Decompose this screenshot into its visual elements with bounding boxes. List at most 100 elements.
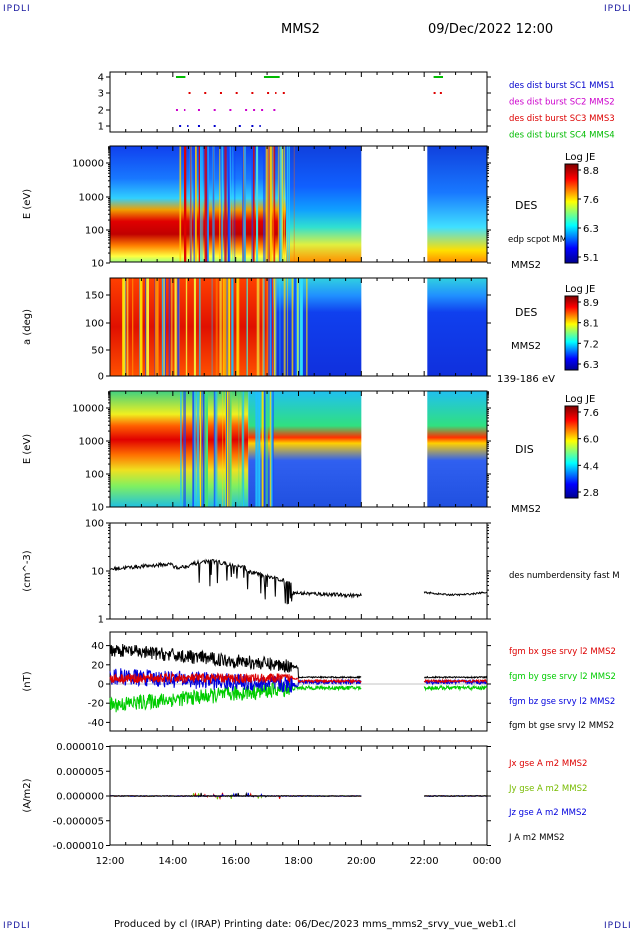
spectrogram-stripe (146, 278, 149, 376)
spectrogram-stripe (241, 391, 243, 507)
spectrogram-stripe (196, 391, 200, 507)
colorbar-tick-label: 8.8 (583, 166, 599, 177)
spectrogram-stripe (266, 278, 269, 376)
spectrogram-stripe (202, 146, 204, 262)
spectrogram-stripe (179, 146, 182, 262)
spectrogram-stripe (269, 278, 272, 376)
spectrogram-stripe (265, 146, 268, 262)
spectrogram-stripe (232, 146, 234, 262)
y-tick-label: 3 (98, 89, 104, 100)
bfield-legend-entry: fgm bx gse srvy l2 MMS2 (509, 647, 616, 657)
spacecraft-label: MMS2 (511, 341, 541, 352)
spectrogram-stripe (227, 146, 230, 262)
spectrogram-stripe (161, 278, 164, 376)
spectrogram-stripe (154, 278, 156, 376)
spectrogram-stripe (226, 278, 228, 376)
y-tick-label: 40 (91, 641, 104, 652)
burst-legend-entry: des dist burst SC3 MMS3 (509, 114, 615, 124)
plot-date: 09/Dec/2022 12:00 (428, 22, 554, 37)
spectrogram-stripe (286, 146, 289, 262)
y-tick-label: 1000 (79, 437, 104, 448)
species-label: DES (515, 199, 537, 212)
density-line (423, 591, 488, 597)
spectrogram-stripe (283, 146, 285, 262)
des-energy-early (110, 146, 286, 262)
spectrogram-stripe (224, 278, 226, 376)
spectrogram-stripe (178, 278, 180, 376)
y-tick-label: 10000 (72, 404, 104, 415)
spectrogram-stripe (204, 391, 207, 507)
spectrogram-stripe (226, 391, 227, 507)
spectrogram-stripe (263, 278, 265, 376)
spectrogram-stripe (268, 146, 270, 262)
colorbar (564, 405, 579, 499)
des-energy-postgap (427, 146, 487, 262)
bx-line (423, 678, 488, 685)
bfield-legend-entry: fgm by gse srvy l2 MMS2 (509, 672, 616, 682)
energy-range-label: 139-186 eV (497, 374, 555, 385)
pa-postgap (427, 278, 487, 376)
by-line (109, 682, 362, 713)
spectrogram-stripe (193, 391, 196, 507)
spectrogram-stripe (171, 278, 173, 376)
current-legend-entry: Jx gse A m2 MMS2 (508, 759, 587, 769)
colorbar-title: Log JE (565, 152, 595, 163)
spectrogram-stripe (126, 278, 129, 376)
spectrogram-stripe (279, 278, 281, 376)
x-tick-label: 12:00 (96, 856, 125, 867)
corner-label: IPDLI (604, 4, 630, 14)
current-legend-entry: Jy gse A m2 MMS2 (508, 784, 587, 794)
spectrogram-stripe (255, 391, 258, 507)
bx-line (109, 671, 362, 685)
spectrogram-stripe (291, 278, 294, 376)
colorbar-tick-label: 7.2 (583, 339, 599, 350)
spectrogram-stripe (253, 146, 255, 262)
colorbar-title: Log JE (565, 394, 595, 405)
spectrogram-stripe (212, 146, 215, 262)
spectrogram-stripe (253, 146, 254, 262)
y-tick-label: 100 (85, 226, 104, 237)
panel-burst-frame (109, 71, 488, 133)
spectrogram-stripe (306, 278, 308, 376)
spectrogram-stripe (229, 391, 232, 507)
y-tick-label: 0.000010 (56, 742, 104, 753)
spectrogram-stripe (219, 146, 221, 262)
spectrogram-stripe (164, 278, 166, 376)
y-tick-label: 100 (85, 470, 104, 481)
footer-credits: Produced by cl (IRAP) Printing date: 06/… (114, 919, 516, 930)
spectrogram-stripe (269, 391, 272, 507)
spectrogram-stripe (124, 278, 126, 376)
x-tick-label: 22:00 (410, 856, 439, 867)
spectrogram-stripe (163, 278, 166, 376)
pa-early (110, 278, 274, 376)
bfield-legend-entry: fgm bt gse srvy l2 MMS2 (509, 721, 614, 731)
y-tick-label: 50 (91, 346, 104, 357)
spectrogram-stripe (293, 146, 295, 262)
spectrogram-stripe (241, 391, 245, 507)
panel-density-frame (109, 522, 488, 620)
spectrogram-stripe (262, 278, 265, 376)
spectrogram-stripe (236, 278, 240, 376)
spectrogram-stripe (185, 278, 188, 376)
y-tick-label: 10000 (72, 159, 104, 170)
spectrogram-stripe (294, 278, 296, 376)
spectrogram-stripe (283, 278, 286, 376)
burst-legend-entry: des dist burst SC2 MMS2 (509, 98, 615, 108)
spectrogram-stripe (273, 146, 276, 262)
spectrogram-stripe (177, 278, 180, 376)
corner-label: IPDLI (3, 4, 31, 14)
spectrogram-stripe (204, 146, 208, 262)
y-tick-label: 150 (85, 291, 104, 302)
y-axis-label: (nT) (22, 671, 33, 691)
spectrogram-stripe (156, 278, 159, 376)
burst-legend-entry: des dist burst SC1 MMS1 (509, 81, 615, 91)
y-tick-label: 0 (98, 372, 104, 383)
y-tick-label: 0.000000 (56, 792, 104, 803)
y-axis-label: (cm^-3) (22, 550, 33, 591)
y-tick-label: -40 (88, 718, 104, 729)
corner-label: IPDLI (604, 921, 630, 931)
x-tick-label: 18:00 (284, 856, 313, 867)
x-tick-label: 16:00 (221, 856, 250, 867)
y-tick-label: -0.000005 (53, 816, 104, 827)
